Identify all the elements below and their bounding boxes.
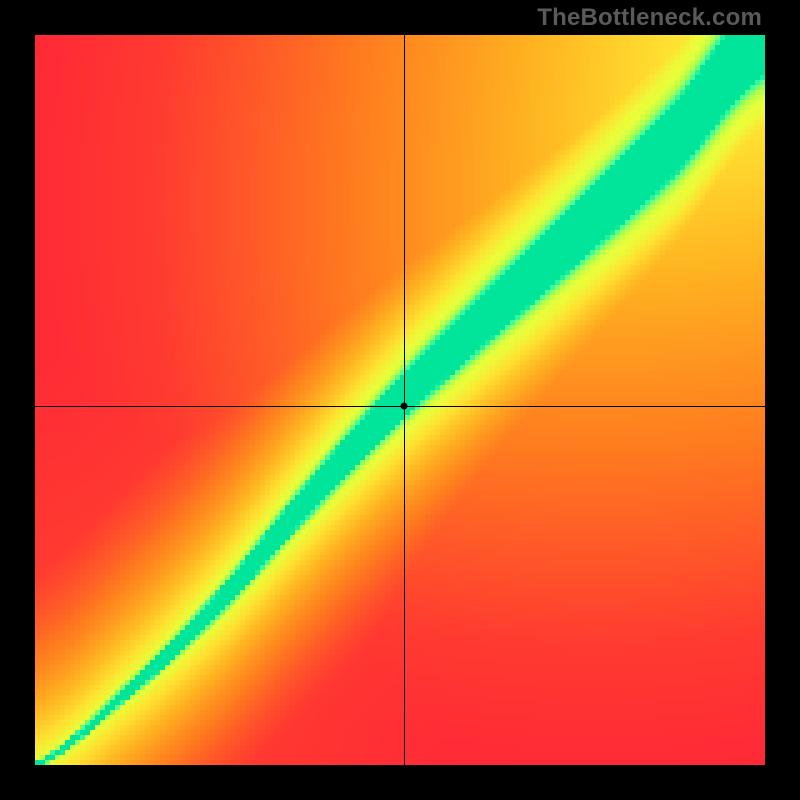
marker-dot: [400, 402, 407, 409]
chart-container: TheBottleneck.com: [0, 0, 800, 800]
heatmap-canvas: [35, 35, 765, 765]
watermark-text: TheBottleneck.com: [537, 4, 762, 32]
crosshair-vertical: [404, 35, 405, 765]
heatmap-plot: [35, 35, 765, 765]
